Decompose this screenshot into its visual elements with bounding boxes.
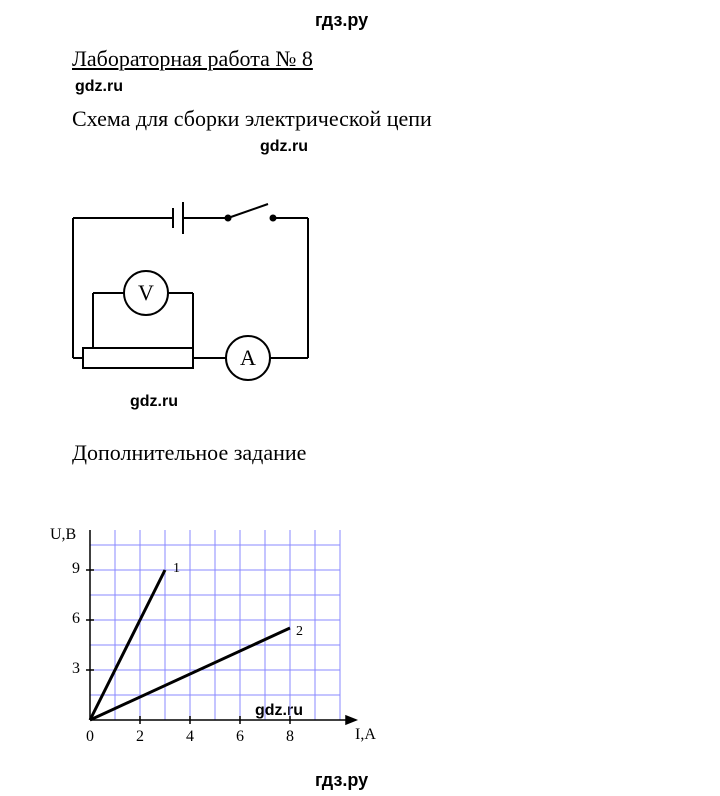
circuit-diagram: V A [63,198,323,388]
uv-chart: U,B I,A 9 6 3 0 2 4 6 8 [50,530,390,760]
additional-task-title: Дополнительное задание [72,440,306,466]
ammeter-label: A [240,345,256,370]
circuit-subtitle: Схема для сборки электрической цепи [72,106,432,132]
watermark-bottom: гдз.ру [315,770,368,791]
series-1-label: 1 [173,561,180,576]
watermark-4: gdz.ru [130,393,178,411]
series-2-label: 2 [296,624,303,639]
voltmeter-label: V [138,280,154,305]
watermark-top: гдз.ру [315,10,368,31]
lab-title: Лабораторная работа № 8 [72,46,313,72]
watermark-2: gdz.ru [75,78,123,96]
watermark-3: gdz.ru [260,138,308,156]
